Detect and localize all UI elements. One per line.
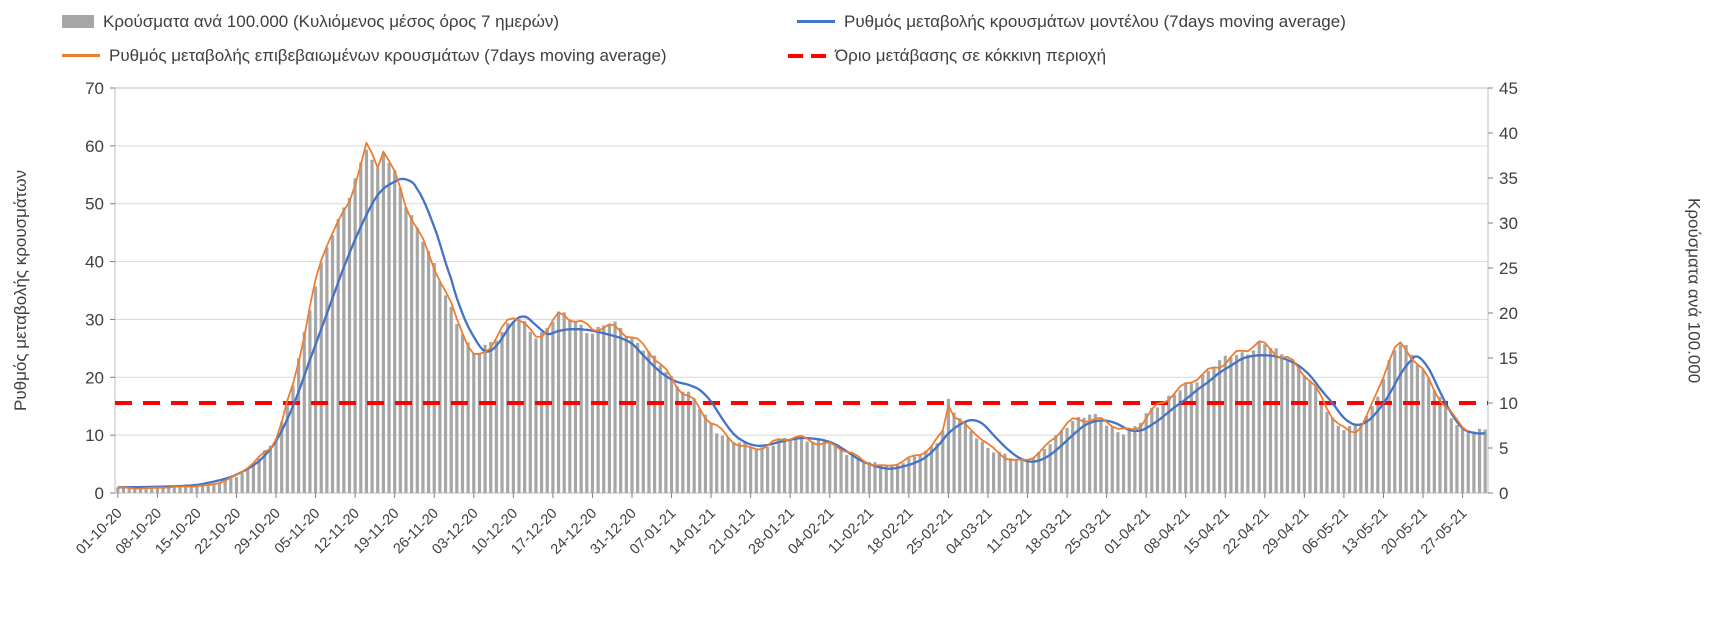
legend-item-confirmed: Ρυθμός μεταβολής επιβεβαιωμένων κρουσμάτ… xyxy=(62,47,667,64)
svg-text:50: 50 xyxy=(85,195,104,214)
svg-text:30: 30 xyxy=(85,310,104,329)
svg-text:0: 0 xyxy=(95,484,104,503)
bar-series-swatch-icon xyxy=(62,15,94,28)
svg-text:45: 45 xyxy=(1499,79,1518,98)
svg-text:60: 60 xyxy=(85,137,104,156)
svg-text:20: 20 xyxy=(1499,304,1518,323)
legend-item-threshold: Όριο μετάβασης σε κόκκινη περιοχή xyxy=(788,47,1106,64)
right-axis-title: Κρούσματα ανά 100.000 xyxy=(1684,197,1704,384)
svg-text:70: 70 xyxy=(85,79,104,98)
svg-text:15: 15 xyxy=(1499,349,1518,368)
svg-text:10: 10 xyxy=(1499,394,1518,413)
legend-label-model: Ρυθμός μεταβολής κρουσμάτων μοντέλου (7d… xyxy=(844,12,1346,31)
svg-text:5: 5 xyxy=(1499,439,1508,458)
svg-text:10: 10 xyxy=(85,426,104,445)
legend-item-bars: Κρούσματα ανά 100.000 (Κυλιόμενος μέσος … xyxy=(62,13,559,30)
legend-label-threshold: Όριο μετάβασης σε κόκκινη περιοχή xyxy=(835,46,1107,65)
confirmed-line xyxy=(117,141,1469,490)
svg-text:0: 0 xyxy=(1499,484,1508,503)
model-line-swatch-icon xyxy=(797,20,835,23)
svg-text:20: 20 xyxy=(85,368,104,387)
confirmed-line-swatch-icon xyxy=(62,54,100,57)
x-axis-ticks: 01-10-2008-10-2015-10-2022-10-2029-10-20… xyxy=(73,493,1470,558)
threshold-dash-swatch-icon xyxy=(788,53,826,58)
svg-text:40: 40 xyxy=(1499,124,1518,143)
svg-text:35: 35 xyxy=(1499,169,1518,188)
svg-text:30: 30 xyxy=(1499,214,1518,233)
right-axis-ticks: 0 5 10 15 20 25 30 35 40 45 xyxy=(1488,79,1518,503)
model-line xyxy=(117,177,1486,489)
legend-label-confirmed: Ρυθμός μεταβολής επιβεβαιωμένων κρουσμάτ… xyxy=(109,46,667,65)
bars-series xyxy=(116,149,1487,494)
svg-text:40: 40 xyxy=(85,253,104,272)
legend-label-bars: Κρούσματα ανά 100.000 (Κυλιόμενος μέσος … xyxy=(103,12,560,31)
legend-item-model: Ρυθμός μεταβολής κρουσμάτων μοντέλου (7d… xyxy=(797,13,1346,30)
svg-text:25: 25 xyxy=(1499,259,1518,278)
left-axis-ticks: 0 10 20 30 40 50 60 70 xyxy=(85,79,115,503)
